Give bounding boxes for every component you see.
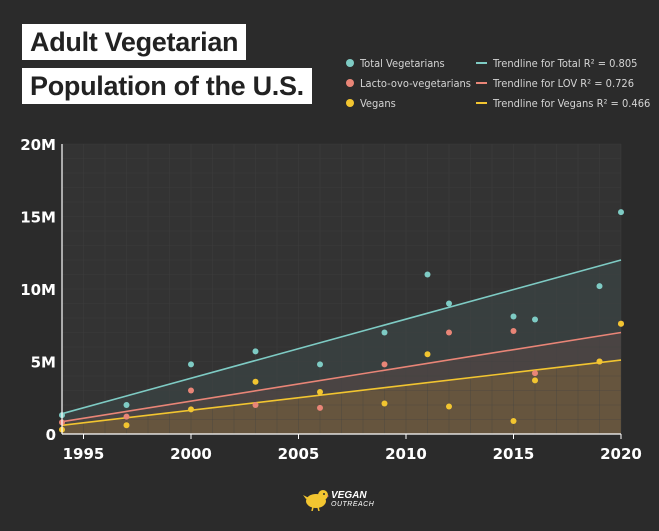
legend-label-total: Total Vegetarians <box>360 56 445 70</box>
data-point-total <box>424 271 431 278</box>
data-point-vegans <box>123 422 130 429</box>
data-point-total <box>618 209 624 216</box>
legend-marker-lov <box>346 79 354 87</box>
data-point-vegans <box>381 400 388 407</box>
data-point-lov <box>188 387 194 394</box>
y-tick-label: 0 <box>46 426 56 444</box>
trendline-lov <box>61 331 622 423</box>
legend-marker-total <box>346 59 354 67</box>
data-point-total <box>446 300 452 307</box>
trendline-vegans <box>61 359 622 427</box>
data-point-total <box>317 361 323 368</box>
legend-marker-trend-total <box>476 62 487 64</box>
data-point-vegans <box>424 351 431 358</box>
data-point-total <box>123 402 130 408</box>
legend-item-trend-vegans: Trendline for Vegans R² = 0.466 <box>476 95 656 111</box>
x-tick-label: 1995 <box>63 445 105 463</box>
legend-label-trend-lov: Trendline for LOV R² = 0.726 <box>493 76 635 90</box>
data-point-lov <box>446 329 452 336</box>
data-point-vegans <box>446 403 452 410</box>
data-point-vegans <box>252 378 259 385</box>
chart-title-line-1: Adult Vegetarian <box>22 24 247 60</box>
data-point-total <box>252 348 259 355</box>
legend-item-vegans: Vegans <box>346 95 476 111</box>
data-point-vegans <box>317 388 323 395</box>
logo-text-outreach: OUTREACH <box>331 501 375 508</box>
chick-icon <box>303 490 329 511</box>
data-point-lov <box>532 370 538 377</box>
axes: 1995 2000 2005 2010 2015 2020 0 5M 10M 15M 20M <box>20 136 642 463</box>
data-point-vegans <box>188 406 194 413</box>
legend: Total Vegetarians Trendline for Total R²… <box>346 55 656 111</box>
vegan-outreach-logo: VEGAN OUTREACH <box>303 489 374 511</box>
legend-item-trend-total: Trendline for Total R² = 0.805 <box>476 55 656 71</box>
y-tick-label: 10M <box>20 281 56 299</box>
legend-marker-trend-lov <box>476 82 487 84</box>
data-point-lov <box>317 404 323 411</box>
x-tick-label: 2015 <box>493 445 535 463</box>
data-point-total <box>596 283 603 290</box>
data-point-total <box>188 361 194 368</box>
data-point-vegans <box>510 417 517 424</box>
data-point-lov <box>123 413 130 420</box>
trendlines <box>61 259 622 427</box>
y-tick-label: 15M <box>20 209 56 227</box>
trendline-total <box>61 259 622 415</box>
legend-item-trend-lov: Trendline for LOV R² = 0.726 <box>476 75 656 91</box>
chart-title-line-2: Population of the U.S. <box>22 68 312 104</box>
x-tick-label: 2000 <box>170 445 212 463</box>
y-tick-label: 20M <box>20 136 56 154</box>
x-tick-label: 2010 <box>385 445 427 463</box>
legend-label-trend-vegans: Trendline for Vegans R² = 0.466 <box>493 96 651 110</box>
data-point-vegans <box>618 320 624 327</box>
data-point-lov <box>381 361 388 368</box>
data-point-lov <box>252 402 259 408</box>
legend-label-trend-total: Trendline for Total R² = 0.805 <box>493 56 638 70</box>
data-point-vegans <box>596 358 603 365</box>
data-point-lov <box>510 328 517 335</box>
data-point-total <box>532 316 538 323</box>
data-point-total <box>510 313 517 320</box>
data-point-total <box>381 329 388 336</box>
legend-marker-trend-vegans <box>476 102 487 104</box>
logo-text-vegan: VEGAN <box>331 490 367 501</box>
legend-marker-vegans <box>346 99 354 107</box>
legend-item-lov: Lacto-ovo-vegetarians <box>346 75 476 91</box>
legend-label-lov: Lacto-ovo-vegetarians <box>360 76 471 90</box>
legend-label-vegans: Vegans <box>360 96 396 110</box>
legend-item-total: Total Vegetarians <box>346 55 476 71</box>
x-tick-label: 2020 <box>600 445 642 463</box>
x-tick-label: 2005 <box>278 445 320 463</box>
y-tick-label: 5M <box>31 354 56 372</box>
data-point-vegans <box>532 377 538 384</box>
